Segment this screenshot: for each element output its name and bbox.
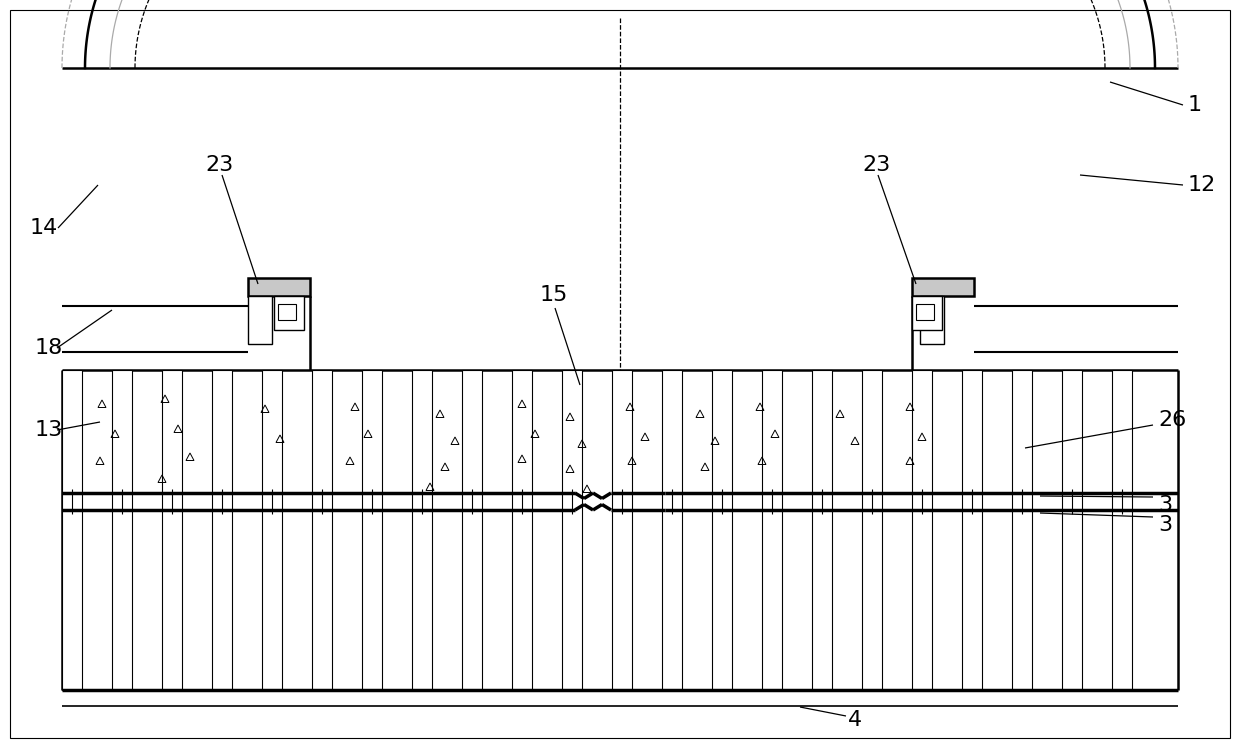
Text: 23: 23 <box>205 155 233 175</box>
Bar <box>362 370 382 690</box>
Bar <box>162 370 182 690</box>
Text: 26: 26 <box>1158 410 1187 430</box>
Bar <box>562 370 582 690</box>
Bar <box>911 296 942 330</box>
Bar <box>62 370 82 690</box>
Bar <box>911 370 932 690</box>
Text: 18: 18 <box>35 338 63 358</box>
Text: 23: 23 <box>862 155 890 175</box>
Bar <box>312 370 332 690</box>
Bar <box>712 370 732 690</box>
Bar <box>412 370 432 690</box>
Text: 3: 3 <box>1158 495 1172 515</box>
Bar <box>763 370 782 690</box>
Bar <box>212 370 232 690</box>
Bar <box>112 370 131 690</box>
Bar <box>920 296 944 344</box>
Bar <box>962 370 982 690</box>
Bar <box>463 370 482 690</box>
Bar <box>916 304 934 320</box>
Text: 15: 15 <box>539 285 568 305</box>
Bar <box>248 278 310 296</box>
Bar <box>911 278 973 296</box>
Text: 1: 1 <box>1188 95 1202 115</box>
Text: 14: 14 <box>30 218 58 238</box>
Bar <box>262 370 281 690</box>
Bar <box>512 370 532 690</box>
Bar <box>662 370 682 690</box>
Bar <box>1112 370 1132 690</box>
Bar <box>1061 370 1083 690</box>
Bar <box>862 370 882 690</box>
Bar <box>274 296 304 330</box>
Bar <box>278 304 296 320</box>
Bar <box>812 370 832 690</box>
Bar <box>613 370 632 690</box>
Text: 13: 13 <box>35 420 63 440</box>
Text: 12: 12 <box>1188 175 1216 195</box>
Bar <box>1012 370 1032 690</box>
Text: 4: 4 <box>848 710 862 730</box>
Bar <box>248 296 272 344</box>
Text: 3: 3 <box>1158 515 1172 535</box>
